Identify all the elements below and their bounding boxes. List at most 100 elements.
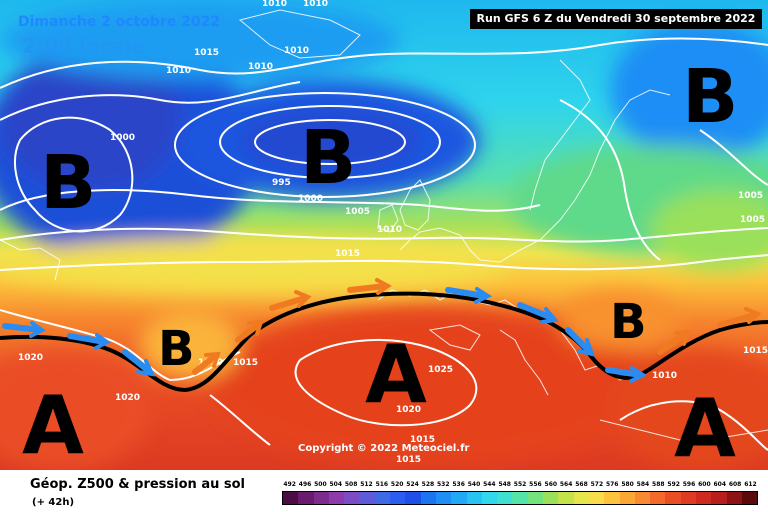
scale-label: 564 [559,481,573,488]
blue-arrow-icon [445,287,493,304]
scale-swatch [543,492,559,504]
scale-swatch [696,492,712,504]
scale-label: 516 [375,481,389,488]
scale-label: 572 [590,481,604,488]
scale-swatch [344,492,360,504]
map-title: Géop. Z500 & pression au sol [30,477,245,492]
scale-label: 600 [698,481,711,488]
isobar-label: 1015 [335,249,360,259]
scale-label: 520 [390,481,404,488]
scale-label: 556 [529,481,542,488]
scale-label: 496 [298,481,312,488]
scale-swatch [451,492,467,504]
scale-swatch [328,492,345,504]
isobar-label: 1015 [194,48,219,58]
scale-label: 524 [406,481,419,488]
blue-arrow-icon [122,349,156,377]
low-pressure-label: B [610,294,647,350]
isobar-label: 1005 [738,191,763,201]
scale-swatch [604,492,620,504]
flow-arrows [2,278,762,383]
blue-arrow-icon [67,333,111,350]
isobar-label: 1015 [233,358,258,368]
isobar-label: 1010 [377,225,402,235]
scale-label: 492 [283,481,296,488]
isobars [0,37,768,451]
scale-swatch [466,492,482,504]
scale-label: 540 [467,481,481,488]
color-blobs [0,0,768,470]
isobar-label: 1020 [18,353,43,363]
scale-label: 548 [498,481,511,488]
scale-swatch [405,492,421,504]
isobar-label: 1025 [428,365,453,375]
isobar-label: 1005 [345,207,370,217]
scale-swatch [680,492,697,504]
scale-swatch [634,492,651,504]
low-pressure-label: B [682,54,738,140]
low-pressure-label: B [40,140,96,226]
high-pressure-label: A [22,379,84,470]
orange-arrow-icon [717,307,762,328]
scale-swatch [665,492,681,504]
color-scale: 492 496 500 504 508 512 516 520 524 528 532 536 540 5… [282,479,758,511]
scale-swatch [283,492,299,504]
high-pressure-label: A [674,382,736,470]
scale-swatch [435,492,452,504]
blue-arrow-icon [2,321,46,338]
scale-label: 604 [713,481,726,488]
scale-label: 568 [575,481,588,488]
scale-label: 596 [682,481,696,488]
scale-label: 592 [667,481,680,488]
isobar-label: 1010 [248,62,273,72]
scale-swatch [481,492,498,504]
scale-swatch [558,492,574,504]
isobar-label: 1000 [110,133,135,143]
scale-label: 528 [421,481,435,488]
blue-arrow-icon [517,302,559,324]
isobar-label: 1005 [740,215,765,225]
low-pressure-label: B [300,115,356,201]
scale-label: 532 [437,481,450,488]
scale-swatch [726,492,742,504]
isobar-label: 1010 [652,371,677,381]
scale-swatch [650,492,666,504]
scale-label: 536 [452,481,465,488]
forecast-date: Dimanche 2 octobre 2022 [18,14,221,30]
scale-swatch [497,492,513,504]
isobar-label: 1015 [396,455,421,465]
orange-arrow-icon [657,329,691,355]
scale-label: 500 [314,481,327,488]
orange-arrow-icon [269,290,312,311]
scale-label: 588 [652,481,665,488]
model-run-info: Run GFS 6 Z du Vendredi 30 septembre 202… [470,9,762,29]
scale-swatch [298,492,314,504]
scale-swatch [512,492,528,504]
scale-label: 504 [329,481,343,488]
scale-label: 580 [621,481,634,488]
blue-arrow-icon [605,366,648,383]
scale-labels: 492 496 500 504 508 512 516 520 524 528 532 536 540 5… [282,479,758,491]
isobar-labels: 1010 1010 1015 1010 1010 1010 1000 995 1… [18,0,768,465]
scale-label: 584 [636,481,650,488]
scale-label: 508 [344,481,358,488]
isobar-label: 1020 [396,405,421,415]
high-pressure-label: A [365,328,427,421]
scale-label: 552 [513,481,527,488]
scale-label: 608 [728,481,742,488]
blue-arrow-icon [565,327,596,357]
scale-swatch [573,492,589,504]
scale-swatch [313,492,329,504]
scale-label: 512 [360,481,373,488]
scale-swatch [420,492,436,504]
scale-swatch [374,492,391,504]
scale-label: 576 [605,481,619,488]
isobar-label: 1020 [115,393,140,403]
pressure-systems: B B B B B A A A [22,54,738,470]
isobar-label: 1010 [262,0,287,9]
scale-label: 560 [544,481,558,488]
isobar-label: 1010 [166,66,191,76]
isobar-label: 1010 [284,46,309,56]
scale-label: 612 [744,481,757,488]
isobar-label: 1000 [298,194,323,204]
